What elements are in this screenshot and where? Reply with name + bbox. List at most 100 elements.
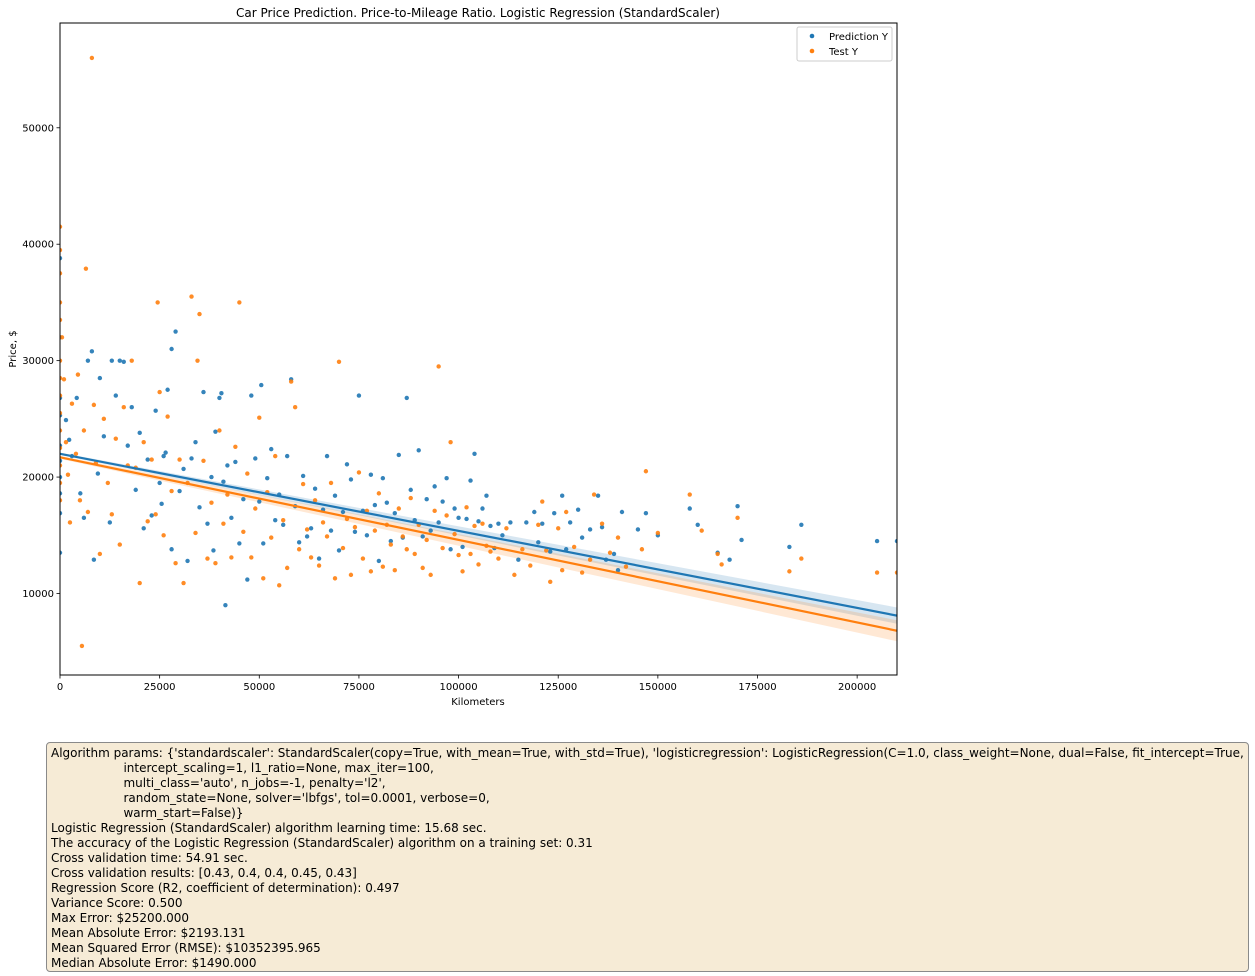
data-point: [460, 569, 465, 574]
data-point: [552, 510, 557, 516]
info-line: warm_start=False)}: [51, 806, 244, 820]
data-point: [548, 579, 553, 585]
data-point: [296, 540, 302, 545]
data-point: [436, 364, 441, 369]
data-point: [284, 453, 290, 459]
info-line: Cross validation results: [0.43, 0.4, 0.…: [51, 866, 357, 880]
data-point: [695, 522, 700, 528]
data-point: [388, 538, 394, 544]
data-point: [444, 513, 449, 518]
data-point: [79, 643, 85, 649]
data-point: [727, 557, 732, 562]
data-point: [249, 555, 254, 560]
data-point: [332, 493, 338, 498]
data-point: [65, 472, 71, 477]
data-point: [372, 502, 378, 508]
x-tick-label: 50000: [243, 682, 275, 693]
data-point: [133, 487, 138, 493]
data-point: [480, 506, 485, 511]
data-point: [312, 486, 318, 491]
data-point: [83, 266, 89, 271]
data-point: [508, 520, 513, 525]
data-point: [799, 556, 804, 561]
data-point: [540, 521, 545, 526]
data-point: [488, 549, 493, 554]
data-point: [259, 382, 264, 388]
x-tick-label: 0: [57, 682, 63, 693]
legend: Prediction Y Test Y: [796, 26, 893, 62]
data-point: [229, 515, 234, 521]
data-point: [894, 538, 897, 544]
data-point: [245, 577, 250, 582]
data-point: [340, 545, 346, 551]
data-point: [416, 448, 421, 453]
data-point: [448, 439, 453, 445]
y-tick-label: 30000: [22, 356, 54, 367]
data-point: [376, 491, 382, 496]
data-point: [60, 410, 63, 416]
data-point: [599, 521, 605, 526]
data-point: [388, 542, 394, 547]
legend-label-test: Test Y: [828, 47, 859, 58]
data-point: [360, 556, 366, 561]
plot-area: [60, 55, 897, 649]
data-point: [60, 474, 63, 480]
axes: 0 25000 50000 75000 100000 125000 150000 175000…: [22, 22, 898, 693]
y-tick-label: 40000: [22, 240, 54, 251]
data-point: [209, 474, 214, 480]
data-point: [643, 469, 649, 474]
info-line: random_state=None, solver='lbfgs', tol=0…: [51, 791, 490, 805]
data-point: [60, 445, 63, 451]
data-point: [61, 377, 67, 382]
data-point: [655, 530, 661, 536]
data-point: [472, 523, 477, 529]
data-point: [476, 562, 481, 567]
data-point: [404, 395, 409, 401]
data-point: [428, 572, 433, 578]
data-point: [607, 550, 613, 555]
data-point: [567, 520, 573, 525]
data-point: [273, 517, 278, 523]
data-point: [520, 547, 525, 552]
x-tick-label: 150000: [639, 682, 677, 693]
data-point: [163, 450, 168, 455]
data-point: [488, 523, 493, 529]
data-point: [81, 515, 87, 521]
data-point: [193, 530, 198, 536]
data-point: [237, 300, 242, 305]
data-point: [324, 534, 330, 539]
data-point: [155, 300, 160, 305]
data-point: [157, 480, 162, 486]
data-point: [117, 358, 122, 363]
data-point: [201, 458, 206, 463]
data-point: [599, 524, 605, 530]
data-point: [464, 505, 469, 510]
data-point: [60, 510, 63, 516]
data-point: [105, 480, 111, 486]
data-point: [121, 359, 126, 365]
data-point: [424, 496, 429, 502]
data-point: [141, 526, 146, 531]
x-axis-label: Kilometers: [451, 697, 505, 708]
data-point: [261, 576, 266, 581]
data-point: [344, 462, 350, 467]
y-tick-label: 50000: [22, 123, 54, 134]
data-point: [77, 498, 83, 503]
data-point: [615, 535, 621, 540]
data-point: [468, 551, 473, 557]
data-point: [496, 521, 501, 526]
data-point: [121, 405, 126, 410]
data-point: [464, 516, 469, 522]
data-point: [91, 557, 97, 562]
data-point: [787, 544, 792, 550]
data-point: [787, 569, 792, 574]
data-point: [480, 521, 485, 526]
data-point: [372, 528, 378, 533]
results-info-box: Algorithm params: {'standardscaler': Sta…: [46, 742, 1249, 972]
data-point: [328, 480, 334, 486]
info-line: Mean Squared Error (RMSE): $10352395.965: [51, 941, 321, 955]
legend-marker-test: [809, 48, 815, 54]
data-point: [591, 492, 597, 497]
data-point: [476, 519, 481, 524]
data-point: [336, 548, 342, 553]
